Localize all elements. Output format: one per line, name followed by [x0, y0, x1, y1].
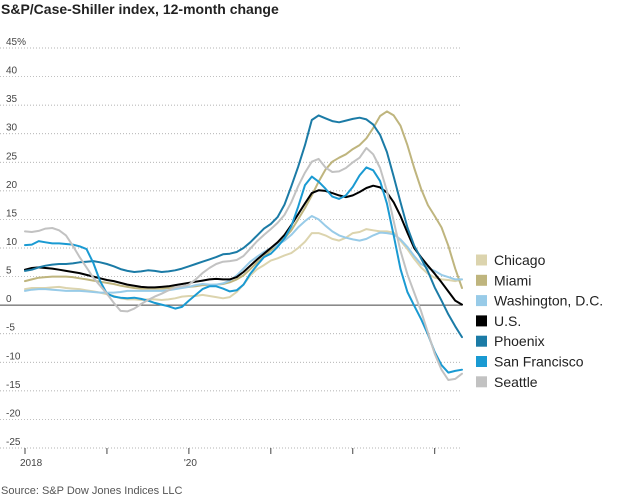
- y-tick-label: 0: [6, 294, 12, 305]
- series-lines: [24, 110, 463, 381]
- legend-label: Phoenix: [494, 333, 545, 349]
- legend-swatch: [476, 356, 487, 367]
- x-axis: 2018 '20: [20, 448, 436, 469]
- legend-swatch: [476, 295, 487, 307]
- y-tick-label: 10: [6, 237, 18, 248]
- x-tick-label: '20: [184, 458, 197, 469]
- chart-source: Source: S&P Dow Jones Indices LLC: [1, 485, 183, 497]
- legend-swatch: [476, 254, 487, 266]
- legend-label: Seattle: [494, 374, 538, 390]
- series-line-washington-d-c: [24, 215, 463, 294]
- y-tick-label: 40: [6, 66, 18, 77]
- y-tick-label: -20: [6, 408, 21, 419]
- legend-label: U.S.: [494, 313, 521, 329]
- legend-label: San Francisco: [494, 354, 584, 370]
- y-tick-label: -25: [6, 437, 21, 448]
- y-tick-label: -15: [6, 380, 21, 391]
- y-tick-label: -5: [6, 323, 15, 334]
- legend-label: Washington, D.C.: [494, 293, 603, 309]
- legend-swatch: [476, 274, 487, 286]
- legend-swatch: [476, 315, 487, 327]
- y-tick-label: 20: [6, 180, 18, 191]
- y-tick-label: -10: [6, 351, 21, 362]
- legend-swatch: [476, 376, 487, 388]
- series-line-chicago: [24, 228, 463, 301]
- series-line-miami: [24, 110, 463, 290]
- series-line-seattle: [24, 147, 463, 381]
- chart-title: S&P/Case-Shiller index, 12-month change: [1, 1, 279, 17]
- y-tick-label: 25: [6, 151, 18, 162]
- y-tick-label: 45%: [6, 37, 26, 48]
- series-line-san-francisco: [24, 166, 463, 374]
- y-tick-label: 35: [6, 94, 18, 105]
- x-tick-label: 2018: [20, 458, 43, 469]
- legend: Chicago Miami Washington, D.C. U.S. Phoenix S…: [476, 252, 603, 390]
- y-tick-label: 30: [6, 123, 18, 134]
- series-line-phoenix: [24, 114, 463, 339]
- gridlines: 45% 40 35 30 25 20 15 10 5 0 -5 -10 -15 -20 -25: [0, 37, 462, 449]
- y-tick-label: 5: [6, 266, 12, 277]
- y-tick-label: 15: [6, 208, 18, 219]
- legend-swatch: [476, 335, 487, 347]
- legend-label: Miami: [494, 272, 531, 288]
- legend-label: Chicago: [494, 252, 546, 268]
